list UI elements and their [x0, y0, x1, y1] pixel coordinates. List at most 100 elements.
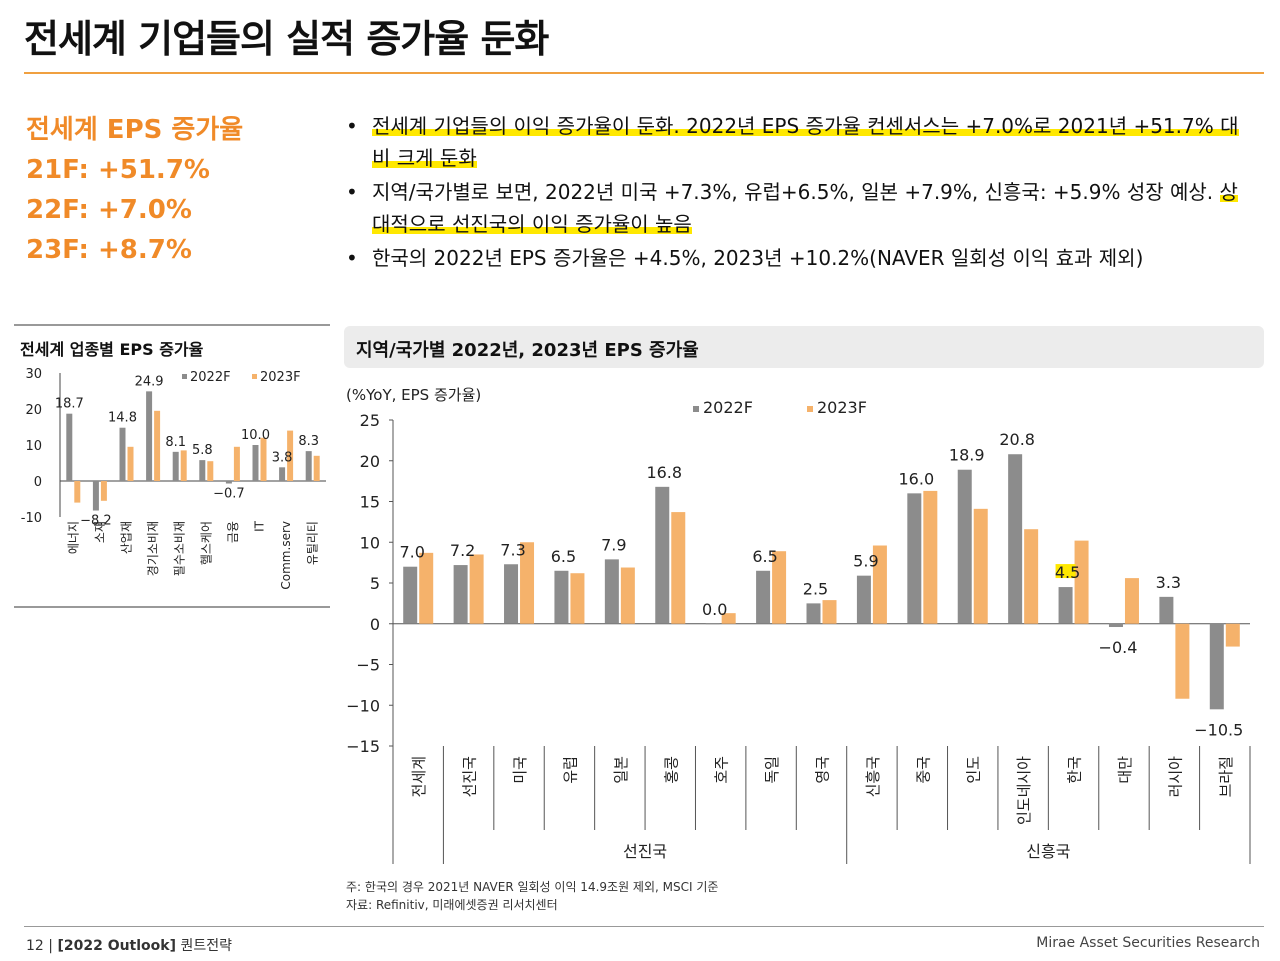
legend-swatch-2023f [252, 374, 257, 379]
data-label-2022f: −10.5 [1194, 720, 1243, 739]
bar-2023f [233, 446, 240, 481]
bar-2022f [279, 467, 286, 481]
footer-divider [24, 926, 1264, 927]
bar-2023f [872, 545, 887, 624]
x-tick-label: 에너지 [66, 521, 80, 554]
x-tick-label: 소재 [93, 521, 107, 543]
data-label-2022f: 3.3 [1156, 573, 1181, 592]
data-label-2022f: 3.8 [272, 450, 293, 465]
data-label-2022f: 2.5 [803, 579, 828, 598]
x-tick-label: 유럽 [561, 756, 579, 784]
y-tick-label: 25 [360, 411, 380, 430]
bar-2022f [252, 445, 259, 481]
x-tick-label: 신흥국 [864, 756, 882, 798]
bar-2023f [419, 552, 434, 624]
legend-label-2023f: 2023F [260, 370, 301, 385]
bar-2022f [655, 486, 670, 624]
x-tick-label: 산업재 [120, 521, 134, 554]
data-label-2022f: 6.5 [551, 547, 576, 566]
bar-2023f [1175, 623, 1190, 699]
y-tick-label: 0 [34, 475, 42, 490]
x-tick-label: 호주 [713, 756, 731, 784]
bar-2022f [604, 559, 619, 624]
data-label-2022f: 7.3 [500, 540, 525, 559]
bullet-item: 한국의 2022년 EPS 증가율은 +4.5%, 2023년 +10.2%(N… [344, 242, 1254, 274]
x-tick-label: 일본 [612, 756, 630, 784]
group-label: 신흥국 [1026, 842, 1070, 861]
region-chart-unit: (%YoY, EPS 증가율) [346, 386, 482, 404]
group-label: 선진국 [623, 842, 667, 861]
data-label-2022f: 18.9 [949, 446, 985, 465]
bar-2023f [74, 481, 81, 503]
bar-2023f [100, 481, 107, 501]
bar-2022f [453, 565, 468, 624]
bar-2023f [127, 446, 134, 481]
bar-2022f [1108, 623, 1123, 628]
x-tick-label: 독일 [763, 756, 781, 784]
document-name: [2022 Outlook] [57, 938, 176, 954]
data-label-2022f: 24.9 [135, 374, 164, 389]
x-tick-label: 러시아 [1166, 756, 1184, 798]
bar-2023f [570, 573, 585, 624]
footer-separator: | [48, 938, 58, 954]
bar-2022f [957, 469, 972, 624]
bar-2023f [469, 554, 484, 624]
y-tick-label: −15 [346, 737, 380, 756]
x-tick-label: IT [253, 520, 267, 532]
data-label-2022f: 5.9 [853, 552, 878, 571]
data-label-2022f: 16.0 [899, 469, 935, 488]
page-number: 12 [26, 938, 44, 954]
x-tick-label: 미국 [511, 756, 529, 784]
data-label-2022f: −0.7 [213, 487, 245, 502]
bar-2022f [504, 564, 519, 624]
bar-2023f [180, 450, 187, 481]
data-label-2022f: 0.0 [702, 600, 727, 619]
commentary-bullets: 전세계 기업들의 이익 증가율이 둔화. 2022년 EPS 증가율 컨센서스는… [344, 110, 1254, 276]
bar-2023f [207, 461, 214, 481]
bar-2022f [119, 427, 126, 481]
y-tick-label: 10 [25, 439, 42, 454]
y-tick-label: −5 [356, 656, 380, 675]
legend-label-2022f: 2022F [190, 370, 231, 385]
data-label-2022f: 10.0 [241, 428, 270, 443]
x-tick-label: 홍콩 [662, 756, 680, 784]
bar-2023f [772, 551, 787, 624]
x-tick-label: Comm.serv [279, 521, 293, 590]
bar-2023f [822, 600, 837, 624]
data-label-2022f: 16.8 [646, 463, 682, 482]
highlighted-text: 전세계 기업들의 이익 증가율이 둔화. 2022년 EPS 증가율 컨센서스는… [372, 114, 1239, 170]
y-tick-label: −10 [346, 696, 380, 715]
x-tick-label: 인도 [965, 756, 983, 784]
data-label-2022f: 8.3 [298, 434, 319, 449]
x-tick-label: 유틸리티 [306, 521, 320, 565]
bar-2023f [620, 567, 635, 624]
data-label-2022f: 18.7 [55, 397, 84, 412]
data-label-2022f: 20.8 [999, 430, 1035, 449]
x-tick-label: 중국 [914, 756, 932, 784]
bar-2022f [1159, 596, 1174, 624]
label-highlight [1055, 564, 1076, 579]
bar-2022f [1209, 623, 1224, 710]
bar-2023f [1024, 529, 1039, 624]
section-name: 퀀트전략 [180, 938, 232, 954]
region-chart-title: 지역/국가별 2022년, 2023년 EPS 증가율 [356, 340, 699, 361]
bar-2023f [287, 430, 294, 481]
chart-note: 주: 한국의 경우 2021년 NAVER 일회성 이익 14.9조원 제외, … [346, 880, 719, 894]
bar-2023f [520, 542, 535, 624]
x-tick-label: 금융 [226, 521, 240, 543]
bar-2022f [1058, 587, 1073, 624]
y-tick-label: 30 [25, 367, 42, 382]
bar-2022f [92, 481, 99, 511]
data-label-2022f: 14.8 [108, 411, 137, 426]
data-label-2022f: 6.5 [752, 547, 777, 566]
x-tick-label: 영국 [814, 756, 832, 784]
bar-2023f [260, 437, 267, 481]
left-panel-bottom-rule [14, 606, 330, 608]
bar-2022f [146, 391, 153, 481]
bar-2022f [1008, 454, 1023, 624]
bar-2023f [923, 490, 938, 624]
sector-eps-chart: 30 20 10 0 -10 18.7 에너지 −8.2소재 14.8 산업재 24.9 경기소비재 8… [21, 367, 326, 590]
y-tick-label: 10 [360, 533, 380, 552]
bar-2023f [1074, 540, 1089, 624]
legend-swatch-2022f [693, 406, 699, 412]
